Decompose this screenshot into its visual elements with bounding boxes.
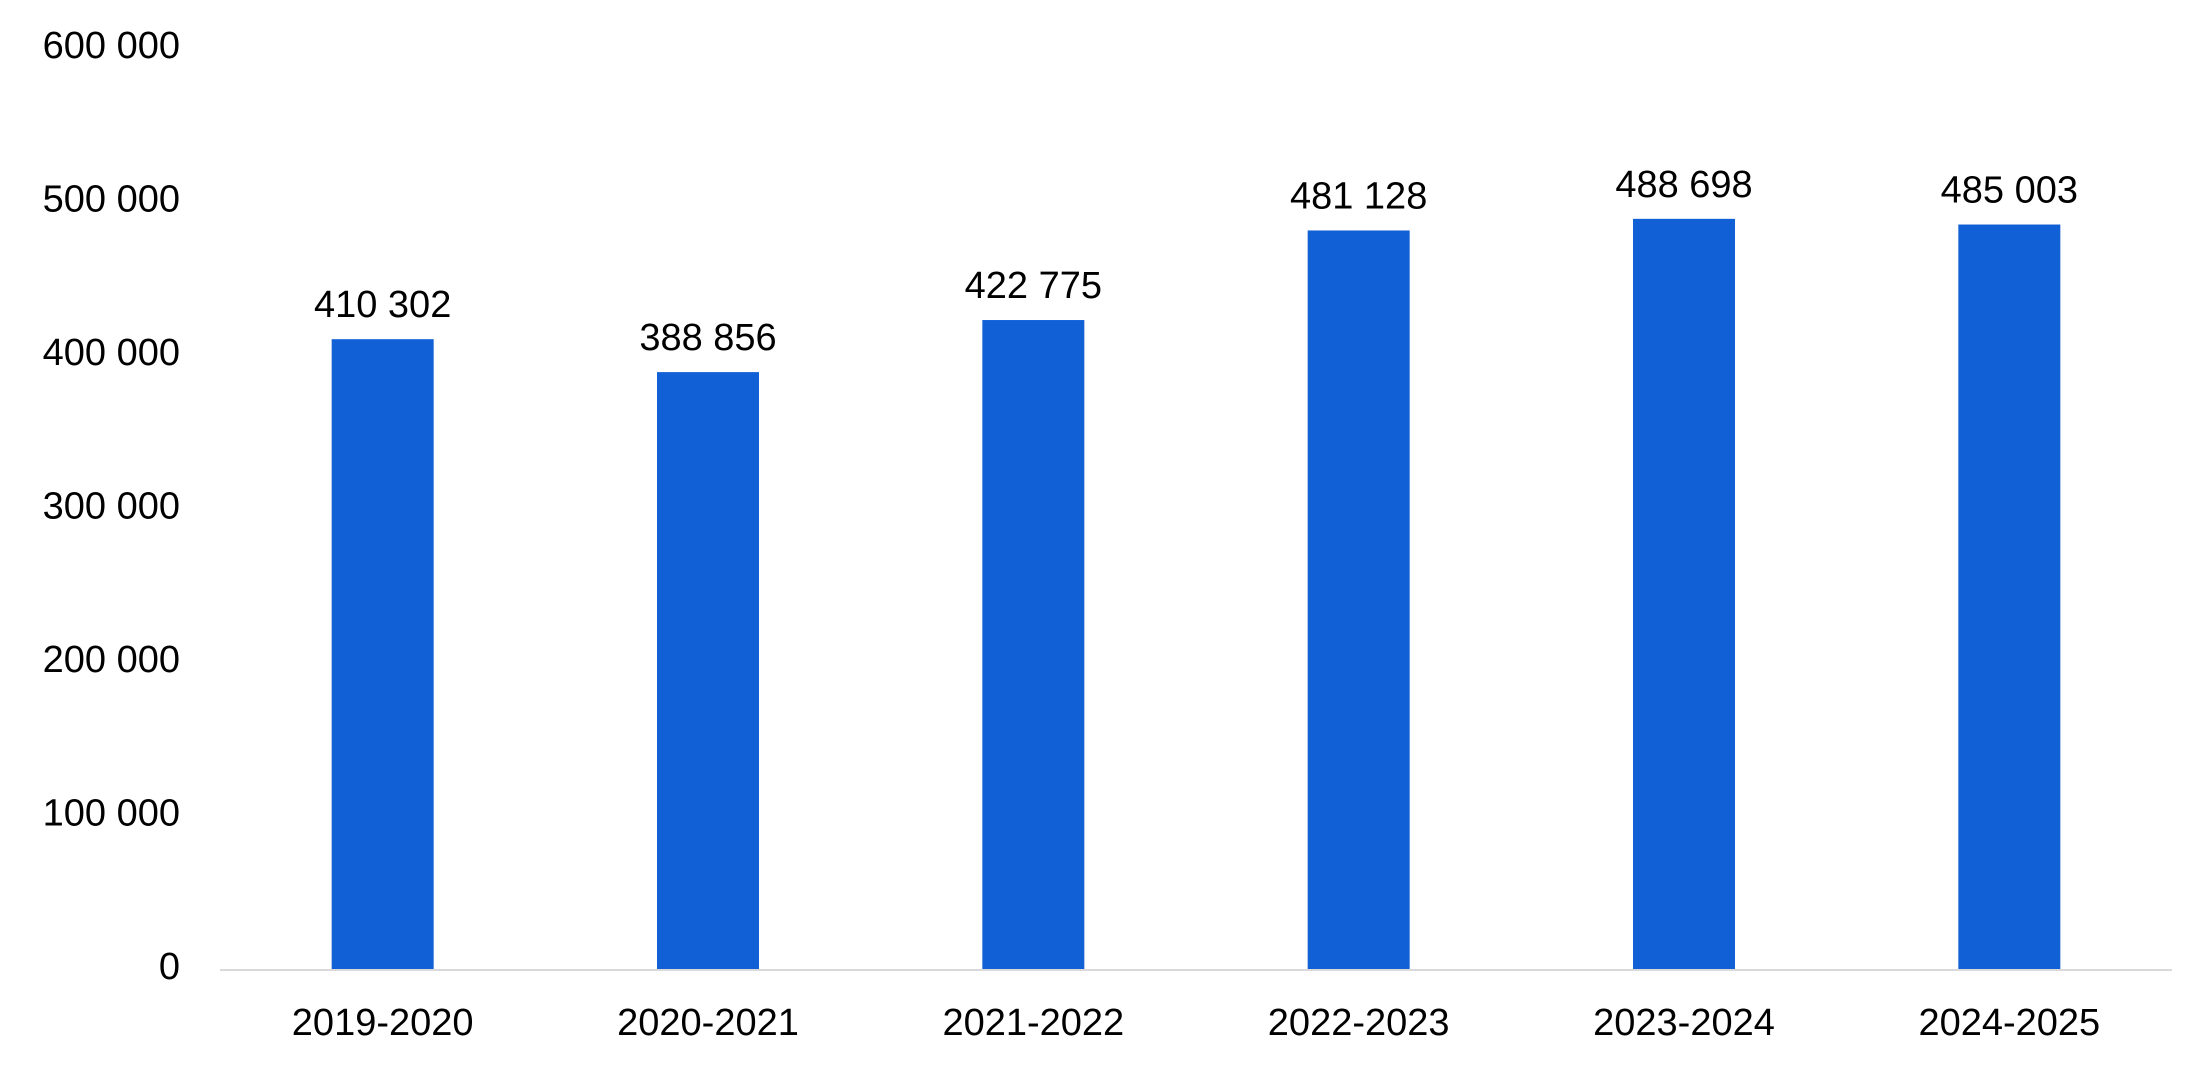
data-label: 488 698 xyxy=(1615,164,1752,206)
bar xyxy=(1958,224,2061,970)
y-tick-label: 500 000 xyxy=(43,179,180,221)
data-label: 485 003 xyxy=(1941,170,2078,212)
x-axis-ticks: 2019-2020 2020-2021 2021-2022 2022-2023 2023… xyxy=(292,1002,2100,1044)
data-labels-group: 410 302 388 856 422 775 481 128 488 698 485 0… xyxy=(314,164,2078,359)
x-tick-label: 2019-2020 xyxy=(292,1002,474,1044)
bar xyxy=(331,339,434,970)
bar xyxy=(1307,230,1410,970)
x-tick-label: 2023-2024 xyxy=(1593,1002,1775,1044)
data-label: 388 856 xyxy=(639,317,776,359)
y-tick-label: 200 000 xyxy=(43,639,180,681)
y-tick-label: 100 000 xyxy=(43,793,180,835)
bar xyxy=(1633,218,1735,969)
bar xyxy=(982,320,1085,969)
y-tick-label: 400 000 xyxy=(43,332,180,374)
x-tick-label: 2024-2025 xyxy=(1918,1002,2100,1044)
data-label: 481 128 xyxy=(1290,175,1427,217)
bars-group xyxy=(331,218,2061,970)
bar xyxy=(657,372,759,969)
y-tick-label: 0 xyxy=(159,946,180,988)
y-tick-label: 300 000 xyxy=(43,486,180,528)
data-label: 410 302 xyxy=(314,284,451,326)
data-label: 422 775 xyxy=(965,265,1102,307)
x-tick-label: 2020-2021 xyxy=(617,1002,799,1044)
x-tick-label: 2022-2023 xyxy=(1268,1002,1450,1044)
y-tick-label: 600 000 xyxy=(43,25,180,67)
x-tick-label: 2021-2022 xyxy=(942,1002,1124,1044)
y-axis-ticks: 0 100 000 200 000 300 000 400 000 500 000 600 … xyxy=(43,25,180,988)
